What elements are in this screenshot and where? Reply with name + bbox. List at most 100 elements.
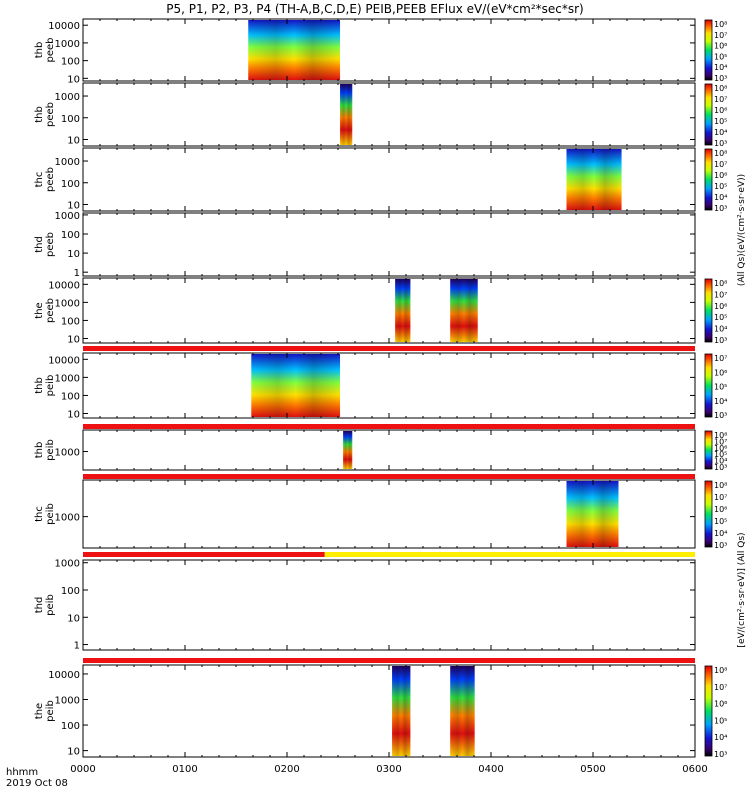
colorbar-tick-label-6-2: 10⁵ — [714, 450, 727, 459]
panel-frame-1 — [82, 82, 696, 147]
spectrogram-texture-7-0 — [566, 481, 619, 547]
colorbar-tick-label-7-3: 10⁶ — [714, 505, 727, 514]
spectrogram-texture-9-1 — [450, 666, 475, 756]
panel-ylabel-4-0: the — [34, 302, 45, 318]
y-tick-label-8-1: 10 — [67, 613, 80, 624]
panel-ylabel-2-1: peeb — [45, 167, 56, 192]
panel-ylabel-6-0: thb — [34, 442, 45, 459]
time-tick-label-4: 0400 — [478, 764, 503, 775]
panel-frame-0 — [82, 18, 696, 82]
panel-frame-3 — [82, 212, 696, 277]
panel-ylabel-1-0: thb — [34, 106, 45, 123]
time-tick-label-1: 0100 — [172, 764, 197, 775]
panel-ylabel-3-1: peeb — [45, 232, 56, 257]
panel-ylabel-6-1: peib — [45, 439, 56, 461]
colorbar-tick-label-5-0: 10³ — [714, 411, 727, 420]
panel-ylabel-2-0: thc — [34, 172, 45, 188]
time-tick-label-2: 0200 — [274, 764, 299, 775]
y-tick-label-2-0: 10 — [67, 200, 80, 211]
colorbar-tick-label-2-3: 10⁶ — [714, 171, 727, 180]
colorbar-tick-label-1-0: 10³ — [714, 139, 727, 148]
y-tick-label-4-0: 10 — [67, 334, 80, 345]
colorbar-tick-label-9-2: 10⁵ — [714, 716, 727, 725]
y-tick-label-5-2: 1000 — [55, 373, 80, 384]
colorbar-tick-label-7-5: 10⁸ — [714, 481, 727, 490]
colorbar-tick-label-6-1: 10⁴ — [714, 457, 727, 466]
status-bar-3-0 — [83, 552, 325, 557]
spectrogram-texture-4-0 — [395, 279, 411, 342]
time-tick-label-3: 0300 — [376, 764, 401, 775]
colorbar-tick-label-9-1: 10⁴ — [714, 733, 727, 742]
electron-colorbar-label: (All Qs)(eV/(cm²·s·sr·eV)) — [737, 174, 747, 286]
panel-ylabel-7-0: thc — [34, 506, 45, 522]
colorbar-tick-label-9-4: 10⁷ — [714, 683, 727, 692]
y-tick-label-3-3: 1000 — [55, 211, 80, 222]
y-tick-label-1-0: 10 — [67, 135, 80, 146]
panel-ylabel-9-1: peib — [45, 700, 56, 722]
colorbar-tick-label-7-1: 10⁴ — [714, 529, 727, 538]
status-bar-3-1 — [324, 552, 695, 557]
colorbar-tick-label-0-3: 10⁶ — [714, 42, 727, 51]
spectrogram-texture-9-0 — [392, 666, 411, 756]
spectrogram-texture-0-0 — [248, 20, 341, 80]
colorbar-tick-label-2-0: 10³ — [714, 204, 727, 213]
colorbar-tick-label-5-2: 10⁵ — [714, 383, 727, 392]
colorbar-tick-label-6-4: 10⁷ — [714, 437, 727, 446]
colorbar-tick-label-7-4: 10⁷ — [714, 493, 727, 502]
y-tick-label-0-0: 10 — [67, 74, 80, 85]
colorbar-tick-label-6-0: 10³ — [714, 463, 727, 472]
chart-title: P5, P1, P2, P3, P4 (TH-A,B,C,D,E) PEIB,P… — [166, 2, 583, 16]
y-tick-label-6-0: 1000 — [55, 448, 80, 459]
y-tick-label-4-1: 100 — [61, 316, 80, 327]
y-tick-label-0-1: 100 — [61, 57, 80, 68]
colorbar-5 — [704, 353, 713, 418]
y-tick-label-4-3: 10000 — [48, 280, 80, 291]
panel-ylabel-0-1: peeb — [45, 38, 56, 63]
status-bar-1-0 — [83, 424, 695, 429]
colorbar-7 — [704, 480, 713, 548]
panel-ylabel-8-1: peib — [45, 594, 56, 616]
y-tick-label-3-1: 10 — [67, 249, 80, 260]
y-tick-label-0-2: 1000 — [55, 39, 80, 50]
panel-frame-5 — [82, 352, 696, 419]
time-axis-label-date: 2019 Oct 08 — [6, 778, 68, 789]
panel-frame-4 — [82, 277, 696, 344]
colorbar-tick-label-4-4: 10⁷ — [714, 290, 727, 299]
panel-ylabel-4-1: peeb — [45, 298, 56, 323]
colorbar-tick-label-9-0: 10³ — [714, 750, 727, 759]
status-bar-0-0 — [83, 346, 695, 351]
spectrogram-texture-4-1 — [450, 279, 478, 342]
colorbar-2 — [704, 148, 713, 211]
panel-ylabel-1-1: peeb — [45, 102, 56, 127]
time-axis: 0000 0100 0200 0300 0400 0500 0600 — [70, 764, 707, 775]
y-tick-label-8-0: 1 — [74, 641, 80, 652]
time-tick-label-5: 0500 — [580, 764, 605, 775]
colorbar-tick-label-4-1: 10⁴ — [714, 325, 727, 334]
y-tick-label-3-0: 1 — [74, 268, 80, 279]
status-bar-2-0 — [83, 474, 695, 479]
colorbar-tick-label-4-3: 10⁶ — [714, 302, 727, 311]
colorbar-6 — [704, 430, 713, 470]
colorbar-tick-label-5-1: 10⁴ — [714, 397, 727, 406]
colorbar-tick-label-1-4: 10⁷ — [714, 95, 727, 104]
y-tick-label-2-2: 1000 — [55, 157, 80, 168]
colorbar-tick-label-1-2: 10⁵ — [714, 117, 727, 126]
ion-colorbar-label: [eV/(cm²·s·sr·eV)] (All Qs) — [737, 532, 747, 647]
colorbar-tick-label-2-1: 10⁴ — [714, 193, 727, 202]
colorbar-4 — [704, 278, 713, 343]
colorbar-tick-label-9-3: 10⁶ — [714, 700, 727, 709]
y-tick-label-1-1: 100 — [61, 114, 80, 125]
colorbar-0 — [704, 19, 713, 81]
status-bar-4-0 — [83, 658, 695, 663]
colorbar-tick-label-6-3: 10⁶ — [714, 444, 727, 453]
time-axis-label-hhmm: hhmm — [6, 767, 38, 778]
y-tick-label-8-3: 1000 — [55, 559, 80, 570]
colorbar-1 — [704, 83, 713, 146]
colorbar-tick-label-4-0: 10³ — [714, 336, 727, 345]
y-tick-label-8-2: 100 — [61, 586, 80, 597]
y-tick-label-9-3: 10000 — [48, 670, 80, 681]
colorbar-tick-label-4-5: 10⁸ — [714, 279, 727, 288]
